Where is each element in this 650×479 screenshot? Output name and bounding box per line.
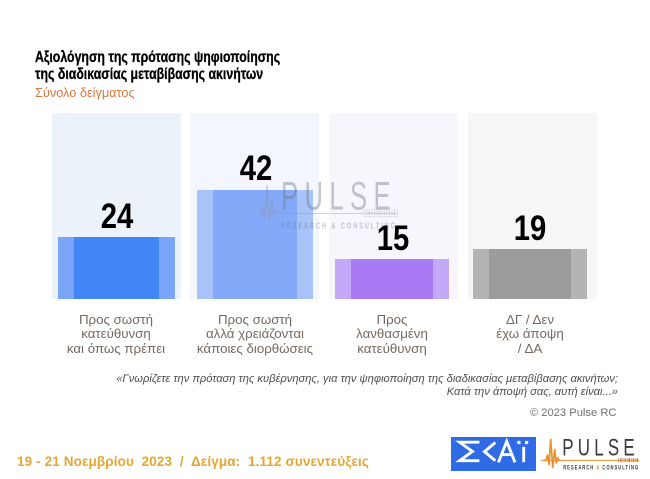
svg-text:RESEARCH & CONSULTING: RESEARCH & CONSULTING — [281, 222, 397, 231]
svg-text:PULSE: PULSE — [281, 175, 397, 219]
svg-text:RESEARCH & CONSULTING: RESEARCH & CONSULTING — [563, 465, 639, 472]
svg-text:PULSE: PULSE — [562, 435, 639, 462]
